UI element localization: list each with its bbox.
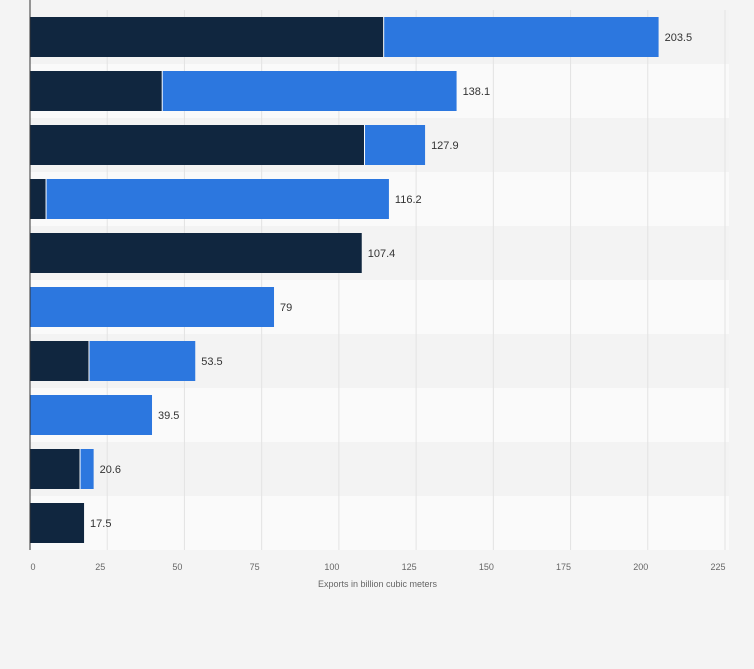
bar-value-label: 138.1 xyxy=(463,86,491,98)
x-axis-ticks: 0 25 50 75 100 125 150 175 200 225 xyxy=(30,562,725,572)
bar-segment-blue xyxy=(30,395,153,435)
bar-segment-blue xyxy=(88,341,196,381)
bar-segment-dark xyxy=(30,17,384,57)
x-axis-title: Exports in billion cubic meters xyxy=(318,579,438,589)
bar-segment-dark xyxy=(30,125,365,165)
x-tick-label: 225 xyxy=(710,562,725,572)
bar-segment-dark xyxy=(30,233,362,273)
bar-value-label: 107.4 xyxy=(368,248,396,260)
row-band xyxy=(30,442,729,496)
bar-segment-blue xyxy=(46,179,389,219)
bar-segment-blue xyxy=(162,71,457,111)
x-tick-label: 100 xyxy=(324,562,339,572)
bar-segment-blue xyxy=(364,125,426,165)
x-tick-label: 0 xyxy=(30,562,35,572)
bar-value-label: 39.5 xyxy=(158,410,179,422)
bar-value-label: 17.5 xyxy=(90,518,111,530)
bar-segment-blue xyxy=(383,17,659,57)
bars xyxy=(30,17,659,543)
bar-segment-dark xyxy=(30,71,163,111)
x-tick-label: 75 xyxy=(250,562,260,572)
bar-value-label: 79 xyxy=(280,302,292,314)
bar-value-label: 53.5 xyxy=(201,356,222,368)
bar-value-label: 116.2 xyxy=(395,194,422,206)
bar-segment-blue xyxy=(30,287,275,327)
x-tick-label: 125 xyxy=(402,562,417,572)
bar-segment-blue xyxy=(80,449,94,489)
bar-value-label: 127.9 xyxy=(431,140,459,152)
bar-segment-dark xyxy=(30,503,85,543)
bar-value-label: 20.6 xyxy=(100,464,121,476)
bar-segment-dark xyxy=(30,179,47,219)
x-tick-label: 25 xyxy=(95,562,105,572)
bar-segment-dark xyxy=(30,341,89,381)
value-labels: 203.5 138.1 127.9 116.2 107.4 79 53.5 39.5 20.6 1… xyxy=(90,32,692,530)
x-tick-label: 200 xyxy=(633,562,648,572)
bar-value-label: 203.5 xyxy=(665,32,693,44)
bar-segment-dark xyxy=(30,449,81,489)
row-band xyxy=(30,496,729,550)
x-tick-label: 150 xyxy=(479,562,494,572)
x-tick-label: 50 xyxy=(172,562,182,572)
x-tick-label: 175 xyxy=(556,562,571,572)
